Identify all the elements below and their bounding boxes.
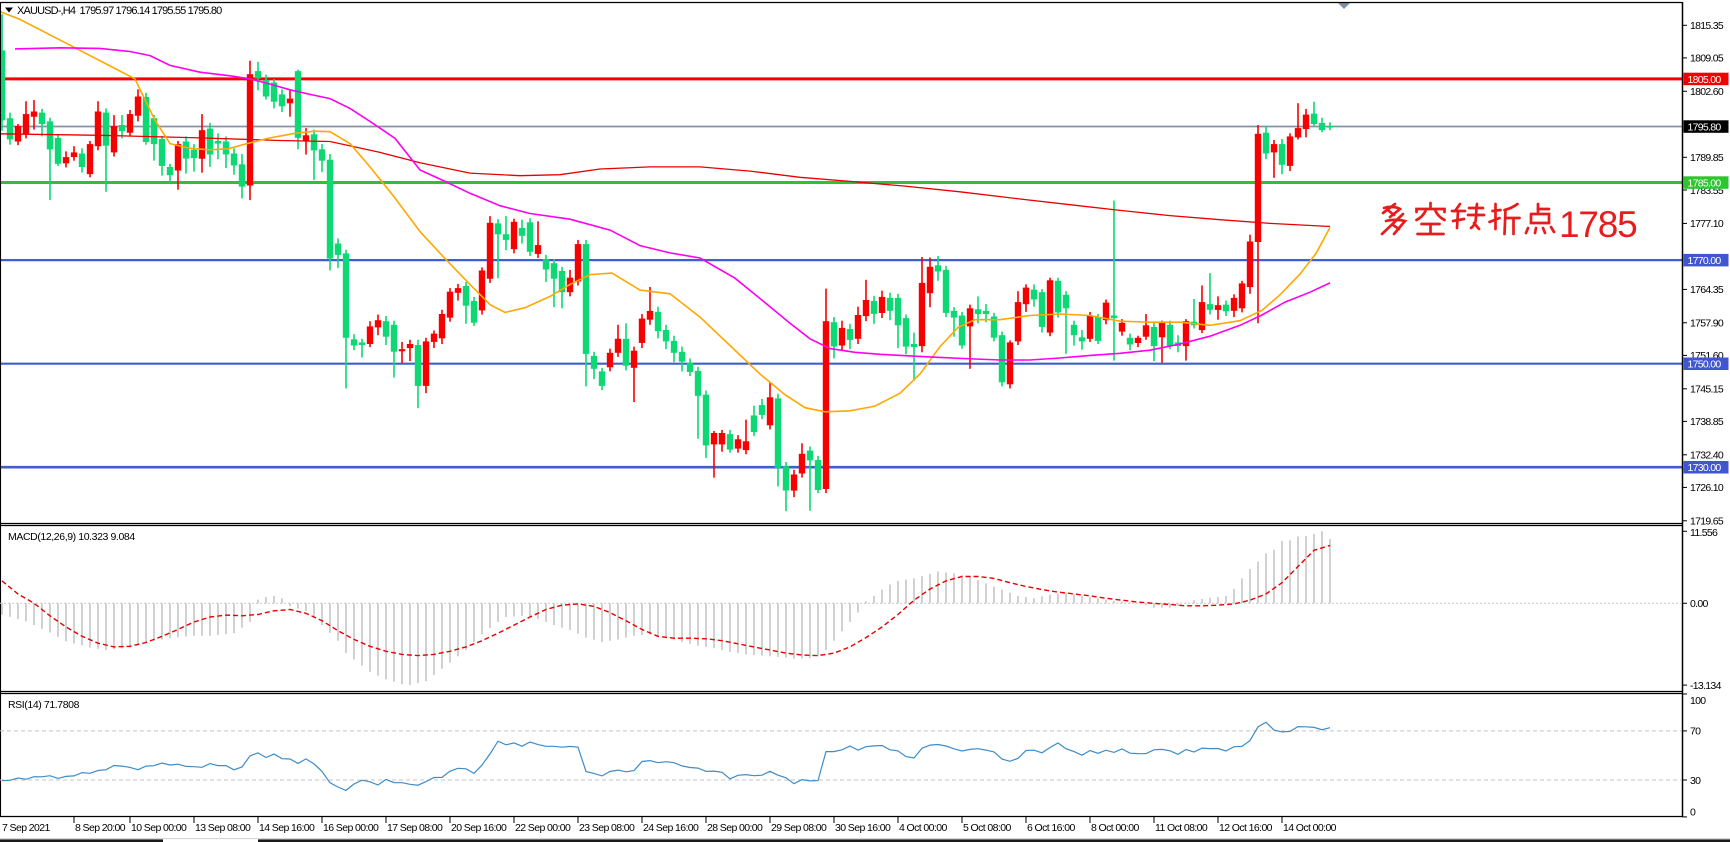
svg-text:1738.85: 1738.85	[1690, 416, 1724, 428]
svg-text:14 Oct 00:00: 14 Oct 00:00	[1283, 822, 1337, 834]
svg-text:30 Sep 16:00: 30 Sep 16:00	[835, 822, 891, 834]
svg-text:1802.60: 1802.60	[1690, 86, 1724, 98]
svg-text:24 Sep 16:00: 24 Sep 16:00	[643, 822, 699, 834]
svg-text:1764.35: 1764.35	[1690, 284, 1724, 296]
svg-text:29 Sep 08:00: 29 Sep 08:00	[771, 822, 827, 834]
svg-text:6 Oct 16:00: 6 Oct 16:00	[1027, 822, 1075, 834]
svg-text:13 Sep 08:00: 13 Sep 08:00	[195, 822, 251, 834]
svg-text:22 Sep 00:00: 22 Sep 00:00	[515, 822, 571, 834]
svg-text:70: 70	[1690, 726, 1701, 738]
svg-text:1805.00: 1805.00	[1688, 74, 1722, 86]
svg-text:20 Sep 16:00: 20 Sep 16:00	[451, 822, 507, 834]
svg-text:100: 100	[1690, 695, 1706, 707]
svg-text:4 Oct 00:00: 4 Oct 00:00	[899, 822, 947, 834]
svg-text:11 Oct 08:00: 11 Oct 08:00	[1155, 822, 1208, 834]
svg-text:7 Sep 2021: 7 Sep 2021	[2, 822, 50, 834]
svg-text:1770.00: 1770.00	[1688, 255, 1722, 267]
svg-text:11.556: 11.556	[1690, 527, 1718, 539]
svg-text:MACD(12,26,9) 10.323 9.084: MACD(12,26,9) 10.323 9.084	[8, 531, 135, 543]
svg-text:0.00: 0.00	[1690, 598, 1708, 610]
svg-text:12 Oct 16:00: 12 Oct 16:00	[1219, 822, 1273, 834]
svg-text:RSI(14) 71.7808: RSI(14) 71.7808	[8, 699, 80, 711]
svg-text:1777.10: 1777.10	[1690, 218, 1724, 230]
svg-text:XAUUSD-,H4 1795.97 1796.14 17: XAUUSD-,H4 1795.97 1796.14 1795.55 1795.…	[17, 5, 222, 17]
svg-text:10 Sep 00:00: 10 Sep 00:00	[131, 822, 187, 834]
svg-text:1750.00: 1750.00	[1688, 359, 1722, 371]
svg-text:-13.134: -13.134	[1690, 680, 1722, 692]
svg-text:1809.05: 1809.05	[1690, 53, 1724, 65]
svg-text:1719.65: 1719.65	[1690, 516, 1724, 528]
svg-text:1732.40: 1732.40	[1690, 450, 1724, 462]
svg-text:1726.10: 1726.10	[1690, 482, 1724, 494]
svg-text:1789.85: 1789.85	[1690, 152, 1724, 164]
svg-text:17 Sep 08:00: 17 Sep 08:00	[387, 822, 443, 834]
svg-text:1745.15: 1745.15	[1690, 384, 1724, 396]
svg-text:1730.00: 1730.00	[1688, 462, 1722, 474]
svg-text:23 Sep 08:00: 23 Sep 08:00	[579, 822, 635, 834]
svg-text:16 Sep 00:00: 16 Sep 00:00	[323, 822, 379, 834]
svg-text:14 Sep 16:00: 14 Sep 16:00	[259, 822, 315, 834]
svg-text:8 Oct 00:00: 8 Oct 00:00	[1091, 822, 1139, 834]
svg-text:5 Oct 08:00: 5 Oct 08:00	[963, 822, 1011, 834]
svg-text:1795.80: 1795.80	[1688, 122, 1722, 134]
svg-text:0: 0	[1690, 806, 1696, 818]
svg-text:1757.90: 1757.90	[1690, 318, 1724, 330]
svg-text:1785.00: 1785.00	[1688, 178, 1722, 190]
svg-text:8 Sep 20:00: 8 Sep 20:00	[75, 822, 126, 834]
svg-text:1815.35: 1815.35	[1690, 20, 1724, 32]
svg-text:30: 30	[1690, 775, 1701, 787]
svg-text:1785: 1785	[1559, 204, 1637, 245]
svg-text:28 Sep 00:00: 28 Sep 00:00	[707, 822, 763, 834]
